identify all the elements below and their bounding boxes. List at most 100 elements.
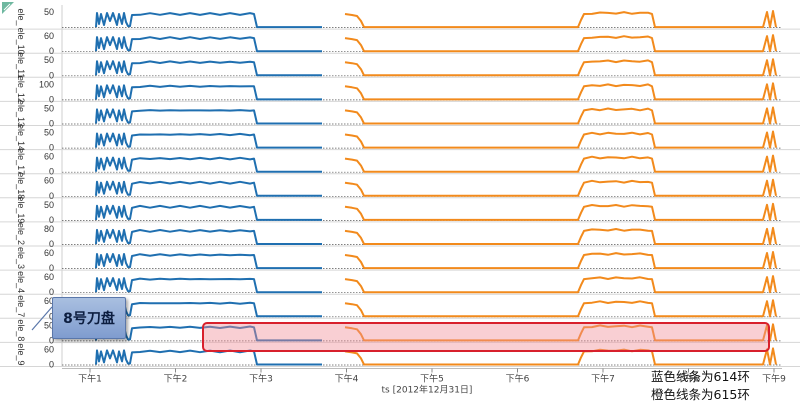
x-tick-label: 下午8 <box>677 373 701 385</box>
series-615-line <box>344 275 777 294</box>
x-tick-label: 下午3 <box>249 373 273 385</box>
note-orange-series: 橙色线条为615环 <box>651 387 750 402</box>
row-label: ele_9 <box>16 343 26 365</box>
series-615-line <box>344 106 777 125</box>
y-tick-label-bottom: 0 <box>49 94 54 104</box>
callout-box: 8号刀盘 <box>52 297 126 339</box>
y-tick-label-top: 50 <box>44 7 54 17</box>
y-tick-label-top: 60 <box>44 344 54 354</box>
y-tick-label-bottom: 0 <box>49 311 54 321</box>
series-614-line <box>95 84 322 101</box>
y-tick-label-top: 100 <box>39 79 54 89</box>
series-614-line <box>95 156 322 173</box>
series-614-line <box>95 349 322 366</box>
y-tick-label-bottom: 0 <box>49 119 54 129</box>
y-tick-label-bottom: 0 <box>49 360 54 370</box>
callout-pointer <box>31 306 53 331</box>
x-tick-label: 下午7 <box>591 373 615 385</box>
y-tick-label-top: 50 <box>44 128 54 138</box>
y-tick-label-top: 50 <box>44 200 54 210</box>
row-ele-10: ele_10 60 0 <box>0 28 800 56</box>
y-tick-label-top: 60 <box>44 176 54 186</box>
series-614-line <box>95 228 322 245</box>
row-label: ele_4 <box>16 271 26 293</box>
y-tick-label-bottom: 0 <box>49 46 54 56</box>
row-ele-18: ele_18 60 0 <box>0 172 800 201</box>
y-tick-label-top: 60 <box>44 31 54 41</box>
x-tick-label: 下午4 <box>335 373 359 385</box>
series-614-line <box>95 132 322 149</box>
series-614-line <box>95 36 322 53</box>
y-tick-label-top: 60 <box>44 152 54 162</box>
series-615-line <box>344 323 777 342</box>
row-label: ele_18 <box>16 172 26 199</box>
row-ele-13: ele_13 50 0 <box>0 100 800 129</box>
row-label: ele_7 <box>16 295 26 317</box>
y-tick-label-bottom: 0 <box>49 191 54 201</box>
y-tick-label-bottom: 0 <box>49 287 54 297</box>
x-tick-label: 下午5 <box>420 373 444 385</box>
row-label: ele_ <box>16 9 26 27</box>
row-label: ele_14 <box>16 124 26 151</box>
row-ele-2: ele_2 80 0 <box>0 223 800 249</box>
series-615-line <box>344 58 777 77</box>
corner-resize-icon[interactable] <box>1 1 15 15</box>
series-614-line <box>95 12 322 29</box>
row-ele-4: ele_4 60 0 <box>0 271 800 297</box>
y-tick-label-bottom: 0 <box>49 335 54 345</box>
y-tick-label-top: 50 <box>44 103 54 113</box>
series-615-line <box>344 82 777 101</box>
row-label: ele_10 <box>16 28 26 55</box>
y-tick-label-top: 50 <box>44 320 54 330</box>
x-tick-label: 下午2 <box>164 373 188 385</box>
x-tick-label: 下午6 <box>506 373 530 385</box>
x-axis: 下午1 下午2 下午3 下午4 下午5 下午6 下午7 下午8 下午9 ts [2012年12月3… <box>31 306 786 396</box>
series-615-line <box>344 34 777 53</box>
row-ele-: ele_ 50 <box>0 7 800 30</box>
y-tick-label-top: 60 <box>44 296 54 306</box>
y-tick-label-top: 60 <box>44 272 54 282</box>
row-ele-3: ele_3 60 0 <box>0 247 800 273</box>
y-tick-label-bottom: 0 <box>49 215 54 225</box>
row-label: ele_3 <box>16 247 26 269</box>
series-614-line <box>95 60 322 77</box>
series-615-line <box>344 299 777 318</box>
row-label: ele_8 <box>16 319 26 341</box>
row-label: ele_17 <box>16 148 26 175</box>
series-614-line <box>95 204 322 221</box>
series-614-line <box>95 180 322 197</box>
x-axis-title: ts [2012年12月31日] <box>382 384 473 396</box>
y-tick-label-top: 50 <box>44 55 54 65</box>
row-label: ele_13 <box>16 100 26 127</box>
series-615-line <box>344 154 777 173</box>
y-tick-label-bottom: 0 <box>49 167 54 177</box>
row-label: ele_12 <box>16 76 26 103</box>
series-615-line <box>344 226 777 245</box>
series-614-line <box>95 108 322 125</box>
y-tick-label-bottom: 0 <box>49 239 54 249</box>
y-tick-label-bottom: 0 <box>49 263 54 273</box>
y-tick-label-bottom: 0 <box>49 143 54 153</box>
x-tick-label: 下午1 <box>78 373 102 385</box>
series-614-line <box>95 253 322 270</box>
x-tick-label: 下午9 <box>762 373 786 385</box>
y-tick-label-top: 60 <box>44 248 54 258</box>
row-ele-12: ele_12 100 0 <box>0 76 800 104</box>
y-tick-label-bottom: 0 <box>49 70 54 80</box>
series-614-line <box>95 301 322 318</box>
row-ele-17: ele_17 60 0 <box>0 148 800 177</box>
row-label: ele_11 <box>16 52 26 78</box>
series-614-line <box>95 277 322 294</box>
highlight-rectangle <box>202 322 770 352</box>
row-ele-19: ele_19 50 0 <box>0 196 800 225</box>
series-615-line <box>344 10 777 29</box>
row-ele-11: ele_11 50 0 <box>0 52 800 80</box>
series-615-line <box>344 178 777 197</box>
y-tick-label-top: 80 <box>44 224 54 234</box>
series-615-line <box>344 130 777 149</box>
series-615-line <box>344 202 777 221</box>
row-label: ele_19 <box>16 196 26 223</box>
row-label: ele_2 <box>16 223 26 245</box>
note-blue-series: 蓝色线条为614环 <box>651 369 750 384</box>
row-ele-14: ele_14 50 0 <box>0 124 800 153</box>
